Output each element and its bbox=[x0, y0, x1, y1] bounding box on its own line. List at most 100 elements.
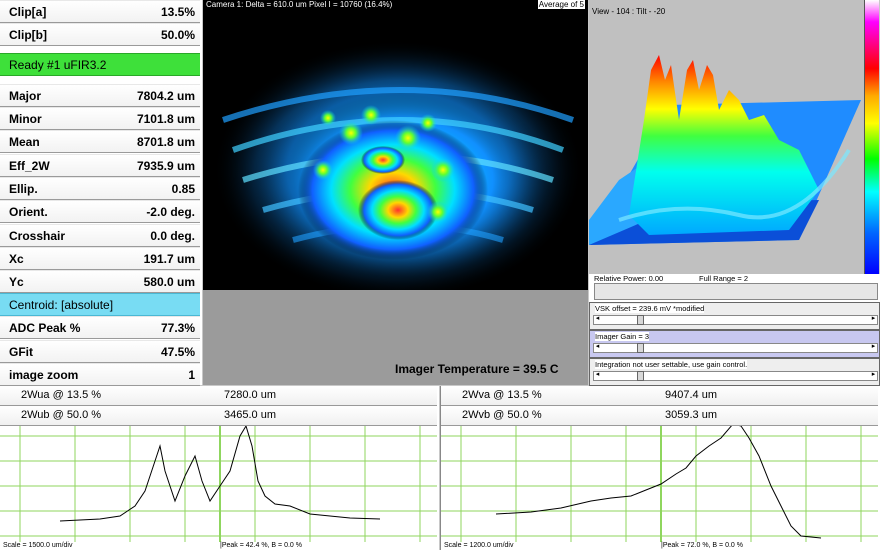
result-row: Orient. -2.0 deg. bbox=[0, 200, 200, 223]
result-row: Centroid: [absolute] bbox=[0, 293, 200, 316]
integration-slider[interactable]: ◂ ▸ bbox=[593, 371, 878, 381]
result-label: Eff_2W bbox=[9, 159, 50, 173]
result-row: Ellip. 0.85 bbox=[0, 177, 200, 200]
result-row: Clip[a] 13.5% bbox=[0, 0, 200, 23]
result-label: image zoom bbox=[9, 368, 79, 382]
result-label: Major bbox=[9, 89, 42, 103]
result-label: Mean bbox=[9, 135, 40, 149]
imager-gain-label: Imager Gain = 3 bbox=[595, 332, 649, 341]
result-row: Xc 191.7 um bbox=[0, 247, 200, 270]
vsk-offset-panel: VSK offset = 239.6 mV *modified ◂ ▸ bbox=[589, 302, 880, 330]
result-row: image zoom 1 bbox=[0, 363, 200, 386]
camera-title: Camera 1: Delta = 610.0 um Pixel I = 107… bbox=[206, 0, 393, 9]
result-label: GFit bbox=[9, 345, 33, 359]
result-value: 580.0 um bbox=[143, 275, 195, 289]
result-row: Crosshair 0.0 deg. bbox=[0, 224, 200, 247]
result-value: 47.5% bbox=[160, 345, 195, 359]
profile-value: 9407.4 um bbox=[665, 389, 717, 401]
result-row: Clip[b] 50.0% bbox=[0, 23, 200, 46]
result-value: 8701.8 um bbox=[136, 135, 195, 149]
image-status-area: Imager Temperature = 39.5 C bbox=[203, 290, 588, 385]
result-label: Yc bbox=[9, 275, 24, 289]
result-value: 0.0 deg. bbox=[150, 229, 195, 243]
scale-label: Scale = 1200.0 um/div bbox=[444, 542, 514, 549]
camera-controls: Relative Power: 0.00 Full Range = 2 VSK … bbox=[589, 274, 880, 386]
slider-left-arrow[interactable]: ◂ bbox=[595, 371, 600, 378]
imager-gain-panel: Imager Gain = 3 ◂ ▸ bbox=[589, 330, 880, 358]
result-label: Clip[a] bbox=[9, 5, 47, 19]
slider-left-arrow[interactable]: ◂ bbox=[595, 343, 600, 350]
slider-thumb[interactable] bbox=[637, 315, 644, 325]
vsk-offset-slider[interactable]: ◂ ▸ bbox=[593, 315, 878, 325]
result-label: Clip[b] bbox=[9, 28, 47, 42]
result-value: 7101.8 um bbox=[136, 112, 195, 126]
result-label: Ready #1 uFIR3.2 bbox=[9, 58, 107, 72]
slider-right-arrow[interactable]: ▸ bbox=[871, 371, 876, 378]
results-panel: Clip[a] 13.5% Clip[b] 50.0% Ready #1 uFIR3.2… bbox=[0, 0, 202, 386]
plot-footer: Scale = 1500.0 um/div |Peak = 42.4 %, B … bbox=[0, 542, 437, 550]
profile-row: 2Wub @ 50.0 % 3465.0 um bbox=[0, 406, 437, 426]
peak-label: |Peak = 72.0 %, B = 0.0 % bbox=[661, 542, 743, 549]
result-label: ADC Peak % bbox=[9, 321, 81, 335]
result-value: 50.0% bbox=[160, 28, 195, 42]
v-profile-plot[interactable] bbox=[441, 426, 878, 544]
vsk-offset-label: VSK offset = 239.6 mV *modified bbox=[595, 304, 705, 313]
scale-label: Scale = 1500.0 um/div bbox=[3, 542, 73, 549]
average-label: Average of 5 bbox=[537, 0, 585, 9]
profile-value: 3465.0 um bbox=[224, 409, 276, 421]
result-row: GFit 47.5% bbox=[0, 340, 200, 363]
profile-row: 2Wvb @ 50.0 % 3059.3 um bbox=[441, 406, 878, 426]
relative-power-bar bbox=[594, 283, 878, 300]
result-label: Orient. bbox=[9, 205, 48, 219]
result-row: Yc 580.0 um bbox=[0, 270, 200, 293]
result-label: Centroid: [absolute] bbox=[9, 298, 114, 312]
result-label: Xc bbox=[9, 252, 24, 266]
result-value: 1 bbox=[188, 368, 195, 382]
slider-right-arrow[interactable]: ▸ bbox=[871, 343, 876, 350]
result-row: Eff_2W 7935.9 um bbox=[0, 154, 200, 177]
integration-label: Integration not user settable, use gain … bbox=[595, 360, 748, 369]
result-value: 7935.9 um bbox=[136, 159, 195, 173]
result-value: 77.3% bbox=[160, 321, 195, 335]
imager-gain-slider[interactable]: ◂ ▸ bbox=[593, 343, 878, 353]
result-value: 191.7 um bbox=[143, 252, 195, 266]
result-label: Minor bbox=[9, 112, 42, 126]
profile-label: 2Wva @ 13.5 % bbox=[462, 389, 542, 401]
full-range-label: Full Range = 2 bbox=[699, 274, 748, 283]
result-row: Minor 7101.8 um bbox=[0, 107, 200, 130]
result-value: 13.5% bbox=[160, 5, 195, 19]
result-value: 0.85 bbox=[171, 182, 195, 196]
profile-value: 3059.3 um bbox=[665, 409, 717, 421]
v-profile-panel: 2Wva @ 13.5 % 9407.4 um 2Wvb @ 50.0 % 30… bbox=[440, 386, 880, 550]
slider-thumb[interactable] bbox=[637, 371, 644, 381]
3d-view[interactable]: View - 104 : Tilt - -20 bbox=[589, 0, 864, 274]
result-row: ADC Peak % 77.3% bbox=[0, 316, 200, 339]
result-value: 7804.2 um bbox=[136, 89, 195, 103]
integration-panel: Integration not user settable, use gain … bbox=[589, 358, 880, 386]
u-profile-plot[interactable] bbox=[0, 426, 437, 544]
result-label: Ellip. bbox=[9, 182, 38, 196]
profile-label: 2Wub @ 50.0 % bbox=[21, 409, 102, 421]
result-row: Mean 8701.8 um bbox=[0, 130, 200, 153]
peak-label: |Peak = 42.4 %, B = 0.0 % bbox=[220, 542, 302, 549]
profile-label: 2Wua @ 13.5 % bbox=[21, 389, 102, 401]
beam-intensity-image bbox=[213, 40, 583, 290]
profile-row: 2Wva @ 13.5 % 9407.4 um bbox=[441, 386, 878, 406]
slider-right-arrow[interactable]: ▸ bbox=[871, 315, 876, 322]
result-label: Crosshair bbox=[9, 229, 66, 243]
relative-power-label: Relative Power: 0.00 bbox=[594, 274, 664, 283]
result-row: Ready #1 uFIR3.2 bbox=[0, 53, 200, 76]
plot-footer: Scale = 1200.0 um/div |Peak = 72.0 %, B … bbox=[441, 542, 878, 550]
profile-row: 2Wua @ 13.5 % 7280.0 um bbox=[0, 386, 437, 406]
beam-image-view[interactable]: Camera 1: Delta = 610.0 um Pixel I = 107… bbox=[203, 0, 588, 290]
color-scale-bar bbox=[864, 0, 879, 274]
result-row: Major 7804.2 um bbox=[0, 84, 200, 107]
profile-label: 2Wvb @ 50.0 % bbox=[462, 409, 542, 421]
slider-thumb[interactable] bbox=[637, 343, 644, 353]
result-value: -2.0 deg. bbox=[146, 205, 195, 219]
imager-temperature: Imager Temperature = 39.5 C bbox=[395, 362, 559, 376]
slider-left-arrow[interactable]: ◂ bbox=[595, 315, 600, 322]
u-profile-panel: 2Wua @ 13.5 % 7280.0 um 2Wub @ 50.0 % 34… bbox=[0, 386, 439, 550]
view-title: View - 104 : Tilt - -20 bbox=[592, 7, 666, 16]
profile-value: 7280.0 um bbox=[224, 389, 276, 401]
